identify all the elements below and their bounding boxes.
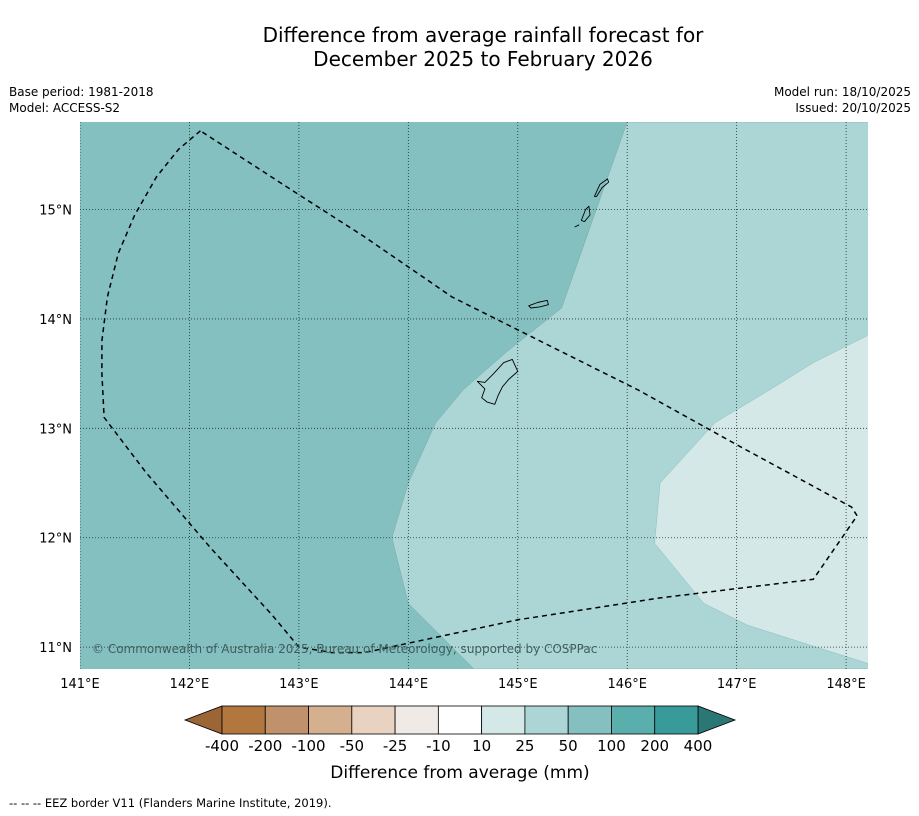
colorbar-segment [481, 705, 526, 735]
colorbar-tick-label: -400 [205, 737, 239, 755]
lat-tick-label: 14°N [39, 313, 72, 328]
lon-tick-label: 148°E [826, 677, 866, 692]
colorbar-segment [524, 705, 569, 735]
base-period: Base period: 1981-2018 [9, 85, 154, 99]
colorbar-segment [611, 705, 656, 735]
colorbar-tick-label: 25 [515, 737, 534, 755]
colorbar-segment [437, 705, 483, 735]
lon-tick-label: 142°E [170, 677, 210, 692]
lon-tick-label: 141°E [60, 677, 100, 692]
axis-labels: 141°E 142°E 143°E 144°E 145°E 146°E 147°E 148°E… [39, 204, 866, 692]
title-line-2: December 2025 to February 2026 [313, 47, 653, 71]
island-tinian [580, 205, 591, 223]
rainfall-map-figure: © Commonwealth of Australia 2025, Bureau… [39, 122, 868, 783]
colorbar-tick-label: 50 [559, 737, 578, 755]
colorbar-tick-label: -10 [426, 737, 451, 755]
copyright-notice: © Commonwealth of Australia 2025, Bureau… [92, 642, 597, 656]
colorbar-high-extend [697, 705, 737, 735]
colorbar-label: Difference from average (mm) [330, 763, 589, 783]
eez-legend-note: -- -- -- EEZ border V11 (Flanders Marine… [9, 796, 332, 810]
lon-tick-label: 145°E [498, 677, 538, 692]
colorbar-segment [264, 705, 309, 735]
colorbar-tick-label: -100 [292, 737, 326, 755]
colorbar-tick-label: 100 [597, 737, 626, 755]
colorbar-tick-label: -25 [383, 737, 408, 755]
colorbar-segment [221, 705, 266, 735]
lat-tick-label: 13°N [39, 422, 72, 437]
model-run: Model run: 18/10/2025 [773, 85, 911, 99]
colorbar-tick-label: -50 [340, 737, 365, 755]
colorbar-tick-label: -200 [248, 737, 282, 755]
lat-tick-label: 11°N [39, 641, 72, 656]
colorbar-tick-label: 10 [472, 737, 491, 755]
colorbar-segment [394, 705, 439, 735]
colorbar-segment [351, 705, 396, 735]
lon-tick-label: 146°E [607, 677, 647, 692]
colorbar: -400 -200 -100 -50 -25 -10 10 25 50 100 200 400 [183, 705, 737, 755]
colorbar-segment [654, 705, 699, 735]
graticule [80, 122, 868, 669]
island-guam [476, 358, 519, 405]
colorbar-low-extend [183, 705, 223, 735]
lat-tick-label: 12°N [39, 532, 72, 547]
colorbar-tick-label: 200 [640, 737, 669, 755]
island-rota [528, 299, 549, 309]
colorbar-tick-label: 400 [684, 737, 713, 755]
colorbar-segment [567, 705, 612, 735]
island-aguijan [574, 224, 580, 228]
colorbar-segment [308, 705, 353, 735]
islands [476, 178, 610, 405]
lon-tick-label: 143°E [279, 677, 319, 692]
model-name: Model: ACCESS-S2 [9, 101, 121, 115]
lon-tick-label: 144°E [389, 677, 429, 692]
island-saipan [593, 178, 610, 197]
rainfall-band-under-10 [654, 335, 868, 664]
issued-date: Issued: 20/10/2025 [795, 101, 911, 115]
title-line-1: Difference from average rainfall forecas… [262, 23, 704, 47]
lon-tick-label: 147°E [717, 677, 757, 692]
lat-tick-label: 15°N [39, 204, 72, 219]
eez-border [101, 130, 858, 654]
